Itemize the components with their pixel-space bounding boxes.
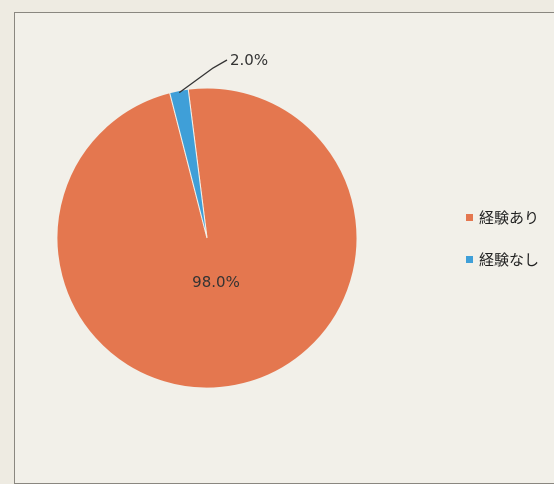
data-label-experience-yes: 98.0% — [192, 273, 240, 291]
legend-label-experience-yes: 経験あり — [479, 209, 540, 227]
legend-swatch-experience-yes — [466, 214, 473, 221]
legend-swatch-experience-no — [466, 256, 473, 263]
legend-item-experience-yes: 経験あり — [466, 207, 554, 228]
legend-label-experience-no: 経験なし — [479, 251, 540, 269]
pie-slice-experience-no — [169, 88, 208, 239]
pie-chart: 98.0% 2.0% — [56, 51, 358, 389]
data-label-experience-no: 2.0% — [230, 51, 268, 69]
legend-item-experience-no: 経験なし — [466, 249, 554, 270]
leader-line-experience-no — [178, 59, 228, 94]
